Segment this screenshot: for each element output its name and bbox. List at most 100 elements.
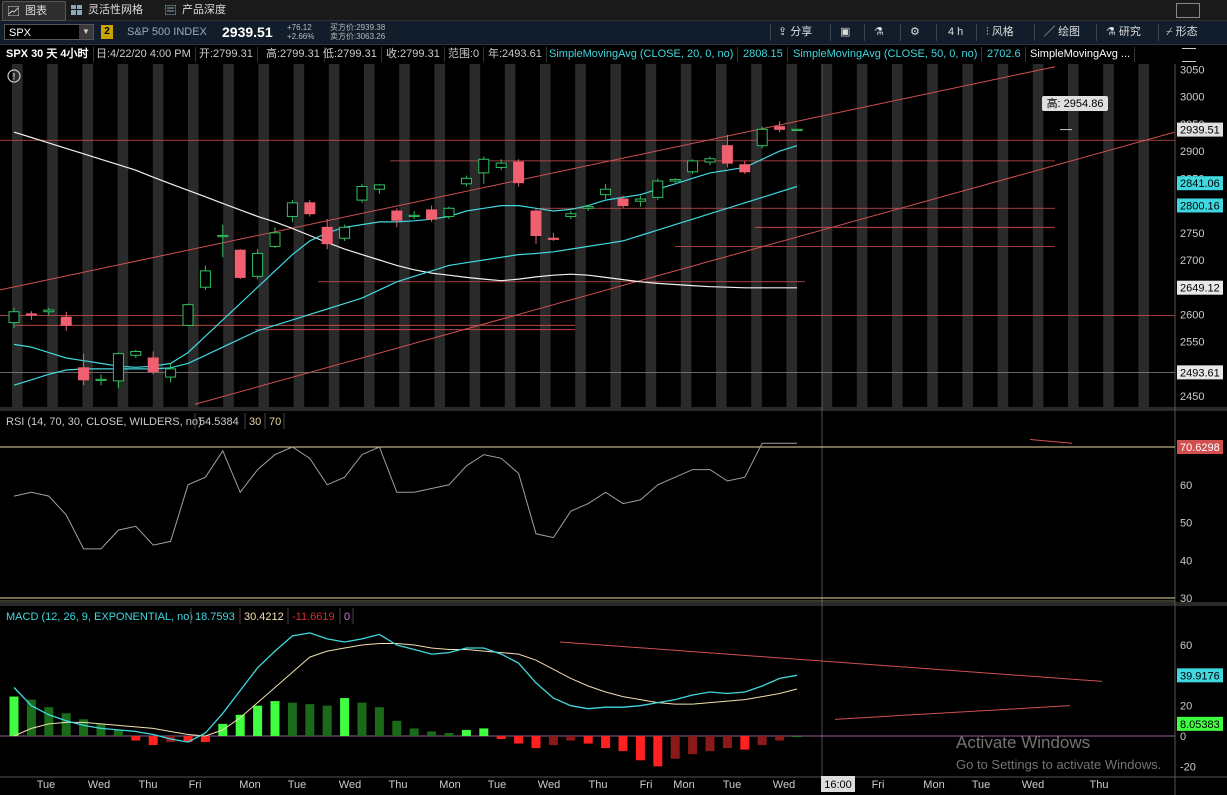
macd-plot	[0, 632, 1175, 767]
rsi-value-tag	[1177, 440, 1223, 454]
macd-value-tag	[1177, 668, 1223, 683]
high-callout: 高: 2954.86	[1042, 96, 1108, 111]
macd-histogram-bar	[653, 736, 663, 767]
session-band	[434, 64, 445, 407]
candle-body	[721, 145, 733, 164]
time-axis: Tue Wed Thu Fri Mon Tue Wed Thu Mon Tue Wed Thu Fri M…	[37, 776, 1108, 792]
change-value: +76.12	[287, 23, 312, 32]
macd-histogram-bar	[514, 736, 524, 744]
price-tag	[1177, 122, 1223, 137]
rsi-header: RSI (14, 70, 30, CLOSE, WILDERS, no) 54.…	[6, 413, 285, 429]
price-tag	[1177, 365, 1223, 380]
share-button[interactable]: ⇪ 分享	[778, 24, 812, 41]
session-band	[751, 64, 762, 407]
price-axis: 3050300029502900285028002750270026502600…	[1177, 64, 1223, 773]
drawing-button[interactable]: ╱ 绘图	[1044, 24, 1080, 41]
time-axis-label: Wed	[773, 779, 795, 791]
trend-line-upper	[0, 66, 1056, 291]
session-band	[364, 64, 375, 407]
bar-year: 年:2493.61	[484, 47, 547, 62]
price-tag-label: 2649.12	[1180, 283, 1220, 295]
session-shading	[12, 64, 1149, 407]
window-restore-button[interactable]	[1176, 3, 1200, 18]
symbol-input[interactable]: SPX ▼	[4, 24, 94, 40]
flask-icon[interactable]: ⚗	[874, 26, 884, 38]
calendar-icon[interactable]: ▣	[840, 26, 851, 38]
tab-chart[interactable]: 图表	[2, 1, 66, 21]
sma50-value: 2702.6	[983, 47, 1026, 62]
timeframe-button[interactable]: 4 h	[948, 26, 964, 38]
candle-body	[669, 178, 681, 182]
link-badge[interactable]: 2	[101, 25, 113, 39]
svg-text:!: !	[13, 72, 16, 82]
candle-body	[339, 226, 351, 239]
candle-body	[199, 270, 211, 288]
price-tick-label: 2900	[1180, 146, 1204, 158]
time-axis-label: Tue	[972, 779, 991, 791]
tab-flexible-grid[interactable]: 灵活性网格	[66, 1, 143, 19]
rsi-tick-label: 60	[1180, 480, 1192, 492]
collapse-icon[interactable]	[1182, 48, 1196, 62]
macd-histogram-bar	[409, 728, 419, 736]
gear-icon[interactable]: ⚙	[910, 26, 920, 38]
candle-body	[234, 249, 246, 278]
macd-histogram-bar	[9, 696, 19, 736]
candle-body	[25, 313, 37, 316]
price-tag-label: 2939.51	[1180, 125, 1220, 137]
sma50-label[interactable]: SimpleMovingAvg (CLOSE, 50, 0, no)	[789, 47, 983, 62]
macd-histogram-bar	[270, 701, 280, 736]
price-tag	[1177, 280, 1223, 295]
session-band	[892, 64, 903, 407]
toolbar-separator	[770, 24, 771, 41]
macd-histogram-bar	[113, 729, 123, 736]
session-band	[223, 64, 234, 407]
rsi-plot	[0, 438, 1175, 602]
macd-diff-tag	[1177, 716, 1223, 731]
session-band	[997, 64, 1009, 407]
bid-ask: 买方价:2939.38 卖方价:3063.26	[330, 23, 385, 41]
candle-body	[356, 186, 368, 201]
sma50-line	[13, 185, 798, 386]
time-axis-label: Mon	[239, 779, 260, 791]
pencil-icon: ╱	[1044, 26, 1059, 38]
macd-zero: 0	[344, 611, 350, 623]
macd-histogram-bar	[601, 736, 611, 749]
sma-more-label[interactable]: SimpleMovingAvg ...	[1026, 47, 1136, 62]
gridlines	[0, 64, 1227, 795]
macd-histogram-bar	[548, 736, 558, 746]
session-band	[328, 64, 340, 407]
info-icon[interactable]: !	[7, 69, 21, 83]
tab-product-depth[interactable]: 产品深度	[160, 1, 226, 19]
macd-histogram-bar	[322, 705, 332, 736]
toolbar-separator	[1158, 24, 1159, 41]
candle-body	[78, 367, 90, 381]
time-axis-label: Wed	[88, 779, 110, 791]
macd-tick-label: 20	[1180, 701, 1192, 713]
macd-histogram-bar	[26, 699, 36, 736]
time-axis-label: Fri	[872, 779, 885, 791]
price-change: +76.12 +2.66%	[287, 23, 314, 41]
study-header: SPX 30 天 4小时 日:4/22/20 4:00 PM 开:2799.31…	[0, 45, 1227, 65]
chart-area[interactable]: 3050300029502900285028002750270026502600…	[0, 64, 1227, 795]
session-band	[47, 64, 58, 407]
studies-button[interactable]: ⚗ 研究	[1106, 24, 1141, 41]
candle-body	[269, 232, 281, 247]
toolbar-separator	[864, 24, 865, 41]
macd-histogram-bar	[287, 702, 297, 736]
sma20-label[interactable]: SimpleMovingAvg (CLOSE, 20, 0, no)	[545, 47, 739, 62]
macd-histogram-bar	[635, 736, 645, 761]
macd-tick-label: 60	[1180, 640, 1192, 652]
price-tick-label: 2550	[1180, 337, 1204, 349]
macd-value-line	[13, 632, 798, 743]
style-button[interactable]: ⫶ 风格	[986, 24, 1014, 41]
time-axis-label: Mon	[923, 779, 944, 791]
sma-long-line	[13, 131, 797, 289]
macd-histogram-bar	[357, 702, 367, 736]
session-band	[680, 64, 692, 407]
patterns-button[interactable]: ⌿ 形态	[1166, 24, 1198, 41]
chevron-down-icon[interactable]: ▼	[79, 25, 93, 39]
session-band	[610, 64, 621, 407]
macd-histogram-bar	[148, 736, 158, 746]
macd-trend-line	[834, 705, 1071, 720]
toolbar-separator	[1096, 24, 1097, 41]
